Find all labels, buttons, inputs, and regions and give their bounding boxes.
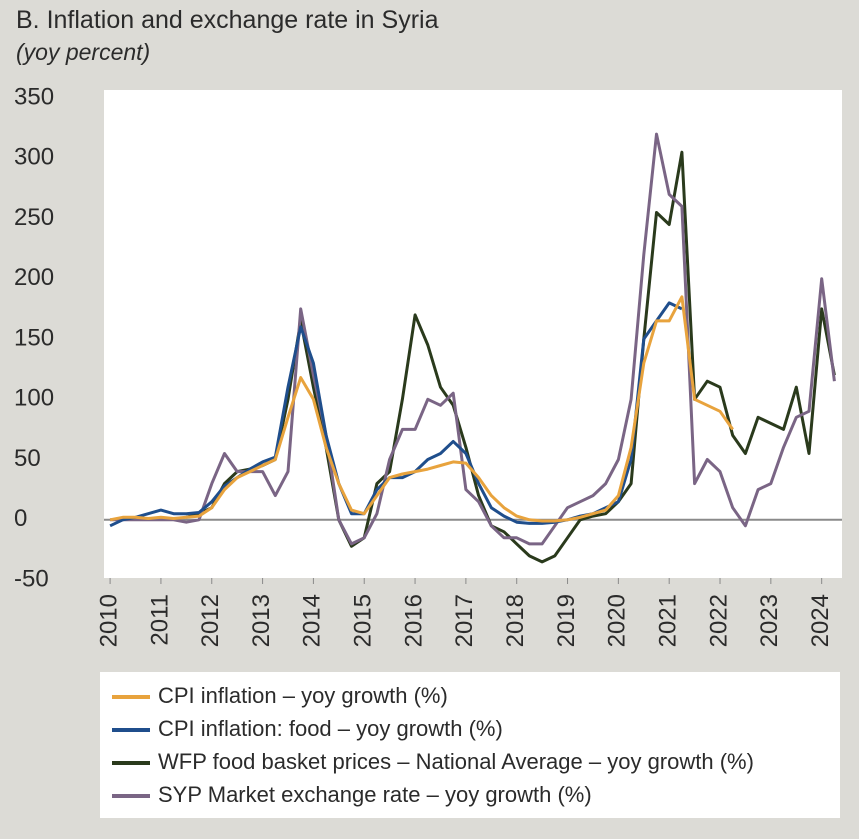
x-tick-label: 2017 [451,594,478,647]
x-tick-label: 2015 [350,594,377,647]
legend-box [100,672,840,818]
y-tick-label: -50 [14,565,49,592]
x-tick-label: 2013 [248,594,275,647]
y-tick-label: 200 [14,264,54,291]
x-tick-label: 2024 [807,594,834,647]
y-tick-label: 100 [14,385,54,412]
y-tick-label: 300 [14,144,54,171]
legend-label: CPI inflation – yoy growth (%) [158,683,448,708]
x-tick-label: 2014 [299,594,326,647]
series-line [109,295,734,523]
x-tick-label: 2021 [655,594,682,647]
x-tick-label: 2011 [146,594,173,646]
legend-label: SYP Market exchange rate – yoy growth (%… [158,782,592,807]
x-tick-label: 2019 [553,594,580,647]
y-tick-label: 50 [14,445,41,472]
x-tick-label: 2012 [197,594,224,647]
y-tick-label: 150 [14,324,54,351]
legend-label: WFP food basket prices – National Averag… [158,749,754,774]
chart-title: B. Inflation and exchange rate in Syria [16,6,439,34]
y-tick-label: 350 [14,83,54,110]
x-tick-label: 2016 [400,594,427,647]
x-tick-label: 2010 [95,594,122,647]
x-tick-label: 2023 [756,594,783,647]
x-tick-label: 2022 [705,594,732,647]
y-tick-label: 0 [14,505,27,532]
legend-label: CPI inflation: food – yoy growth (%) [158,716,503,741]
chart-subtitle: (yoy percent) [16,39,150,65]
y-tick-label: 250 [14,204,54,231]
series-line [110,132,836,546]
x-tick-label: 2018 [502,594,529,647]
x-tick-label: 2020 [604,594,631,647]
